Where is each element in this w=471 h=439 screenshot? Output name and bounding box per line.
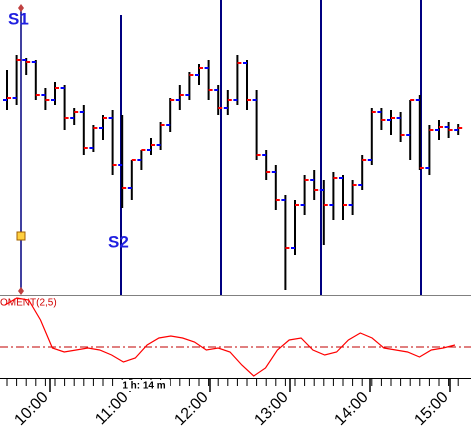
scale-label-bg [118,380,170,391]
session-lines [120,0,422,295]
oscillator-label: OMENT(2,5) [0,298,57,309]
scale-label: 1 h: 14 m [122,381,165,392]
marker-label: S2 [108,232,129,251]
marker-label: S1 [8,9,29,28]
oscillator-line [4,297,456,377]
s1-anchor [16,231,26,241]
